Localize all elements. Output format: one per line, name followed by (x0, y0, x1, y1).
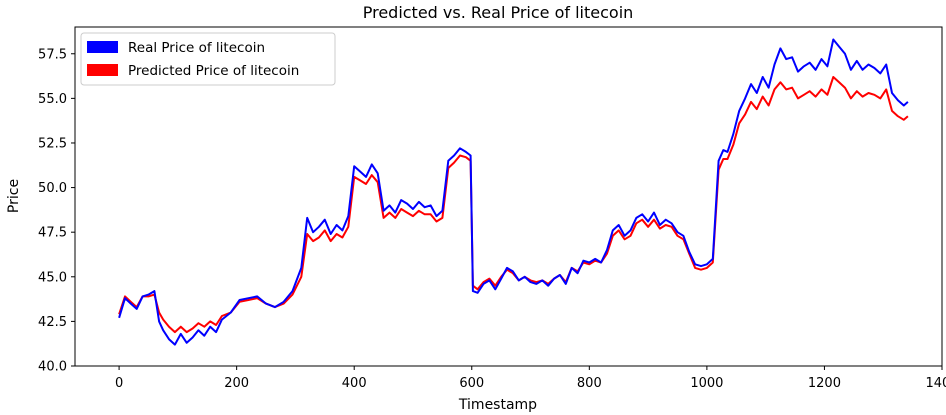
x-axis-title: Timestamp (458, 397, 537, 413)
x-tick-label: 600 (459, 376, 484, 391)
y-tick-label: 45.0 (38, 270, 67, 285)
y-tick-label: 50.0 (38, 181, 67, 196)
x-tick-label: 1000 (690, 376, 723, 391)
legend-swatch-real (87, 41, 118, 53)
chart-title: Predicted vs. Real Price of litecoin (363, 3, 634, 22)
x-tick-label: 800 (577, 376, 602, 391)
legend-frame (80, 32, 336, 86)
legend-label-real: Real Price of litecoin (128, 40, 265, 56)
y-axis-title: Price (6, 179, 22, 213)
y-tick-label: 52.5 (38, 136, 67, 151)
plot-frame (74, 26, 943, 367)
x-tick-label: 1200 (808, 376, 841, 391)
legend: Real Price of litecoin Predicted Price o… (80, 32, 336, 86)
x-axis: 0 200 400 600 800 1000 1200 1400 (115, 366, 946, 391)
y-tick-label: 42.5 (38, 315, 67, 330)
x-tick-label: 0 (115, 376, 123, 391)
y-tick-label: 55.0 (38, 92, 67, 107)
y-tick-label: 40.0 (38, 360, 67, 375)
x-tick-label: 200 (224, 376, 249, 391)
y-axis: 40.0 42.5 45.0 47.5 50.0 52.5 55.0 57.5 (38, 47, 75, 375)
legend-label-predicted: Predicted Price of litecoin (128, 63, 299, 79)
series-layer (118, 38, 909, 346)
legend-swatch-predicted (87, 64, 118, 76)
series-line-real (118, 38, 909, 346)
x-tick-label: 1400 (925, 376, 946, 391)
y-tick-label: 47.5 (38, 226, 67, 241)
x-tick-label: 400 (342, 376, 367, 391)
y-tick-label: 57.5 (38, 47, 67, 62)
